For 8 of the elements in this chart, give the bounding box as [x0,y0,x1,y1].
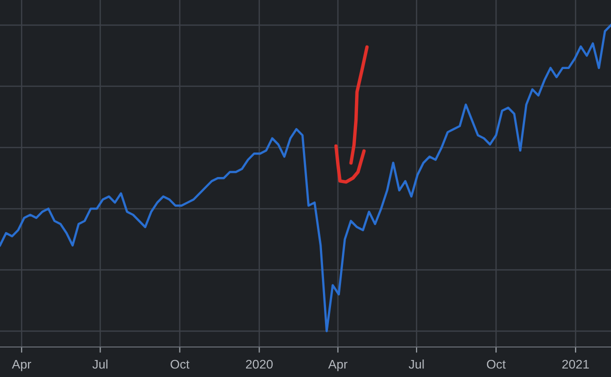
x-tick-label: 2021 [562,360,589,369]
x-tick-label: Oct [170,360,190,369]
x-tick-label: Oct [486,360,506,369]
x-tick-label: Apr [12,360,32,372]
x-tick-label: Apr [328,360,348,372]
x-tick-label: Jul [92,360,108,369]
x-tick-label: Jul [408,360,424,369]
x-tick-label: 2020 [246,360,273,369]
